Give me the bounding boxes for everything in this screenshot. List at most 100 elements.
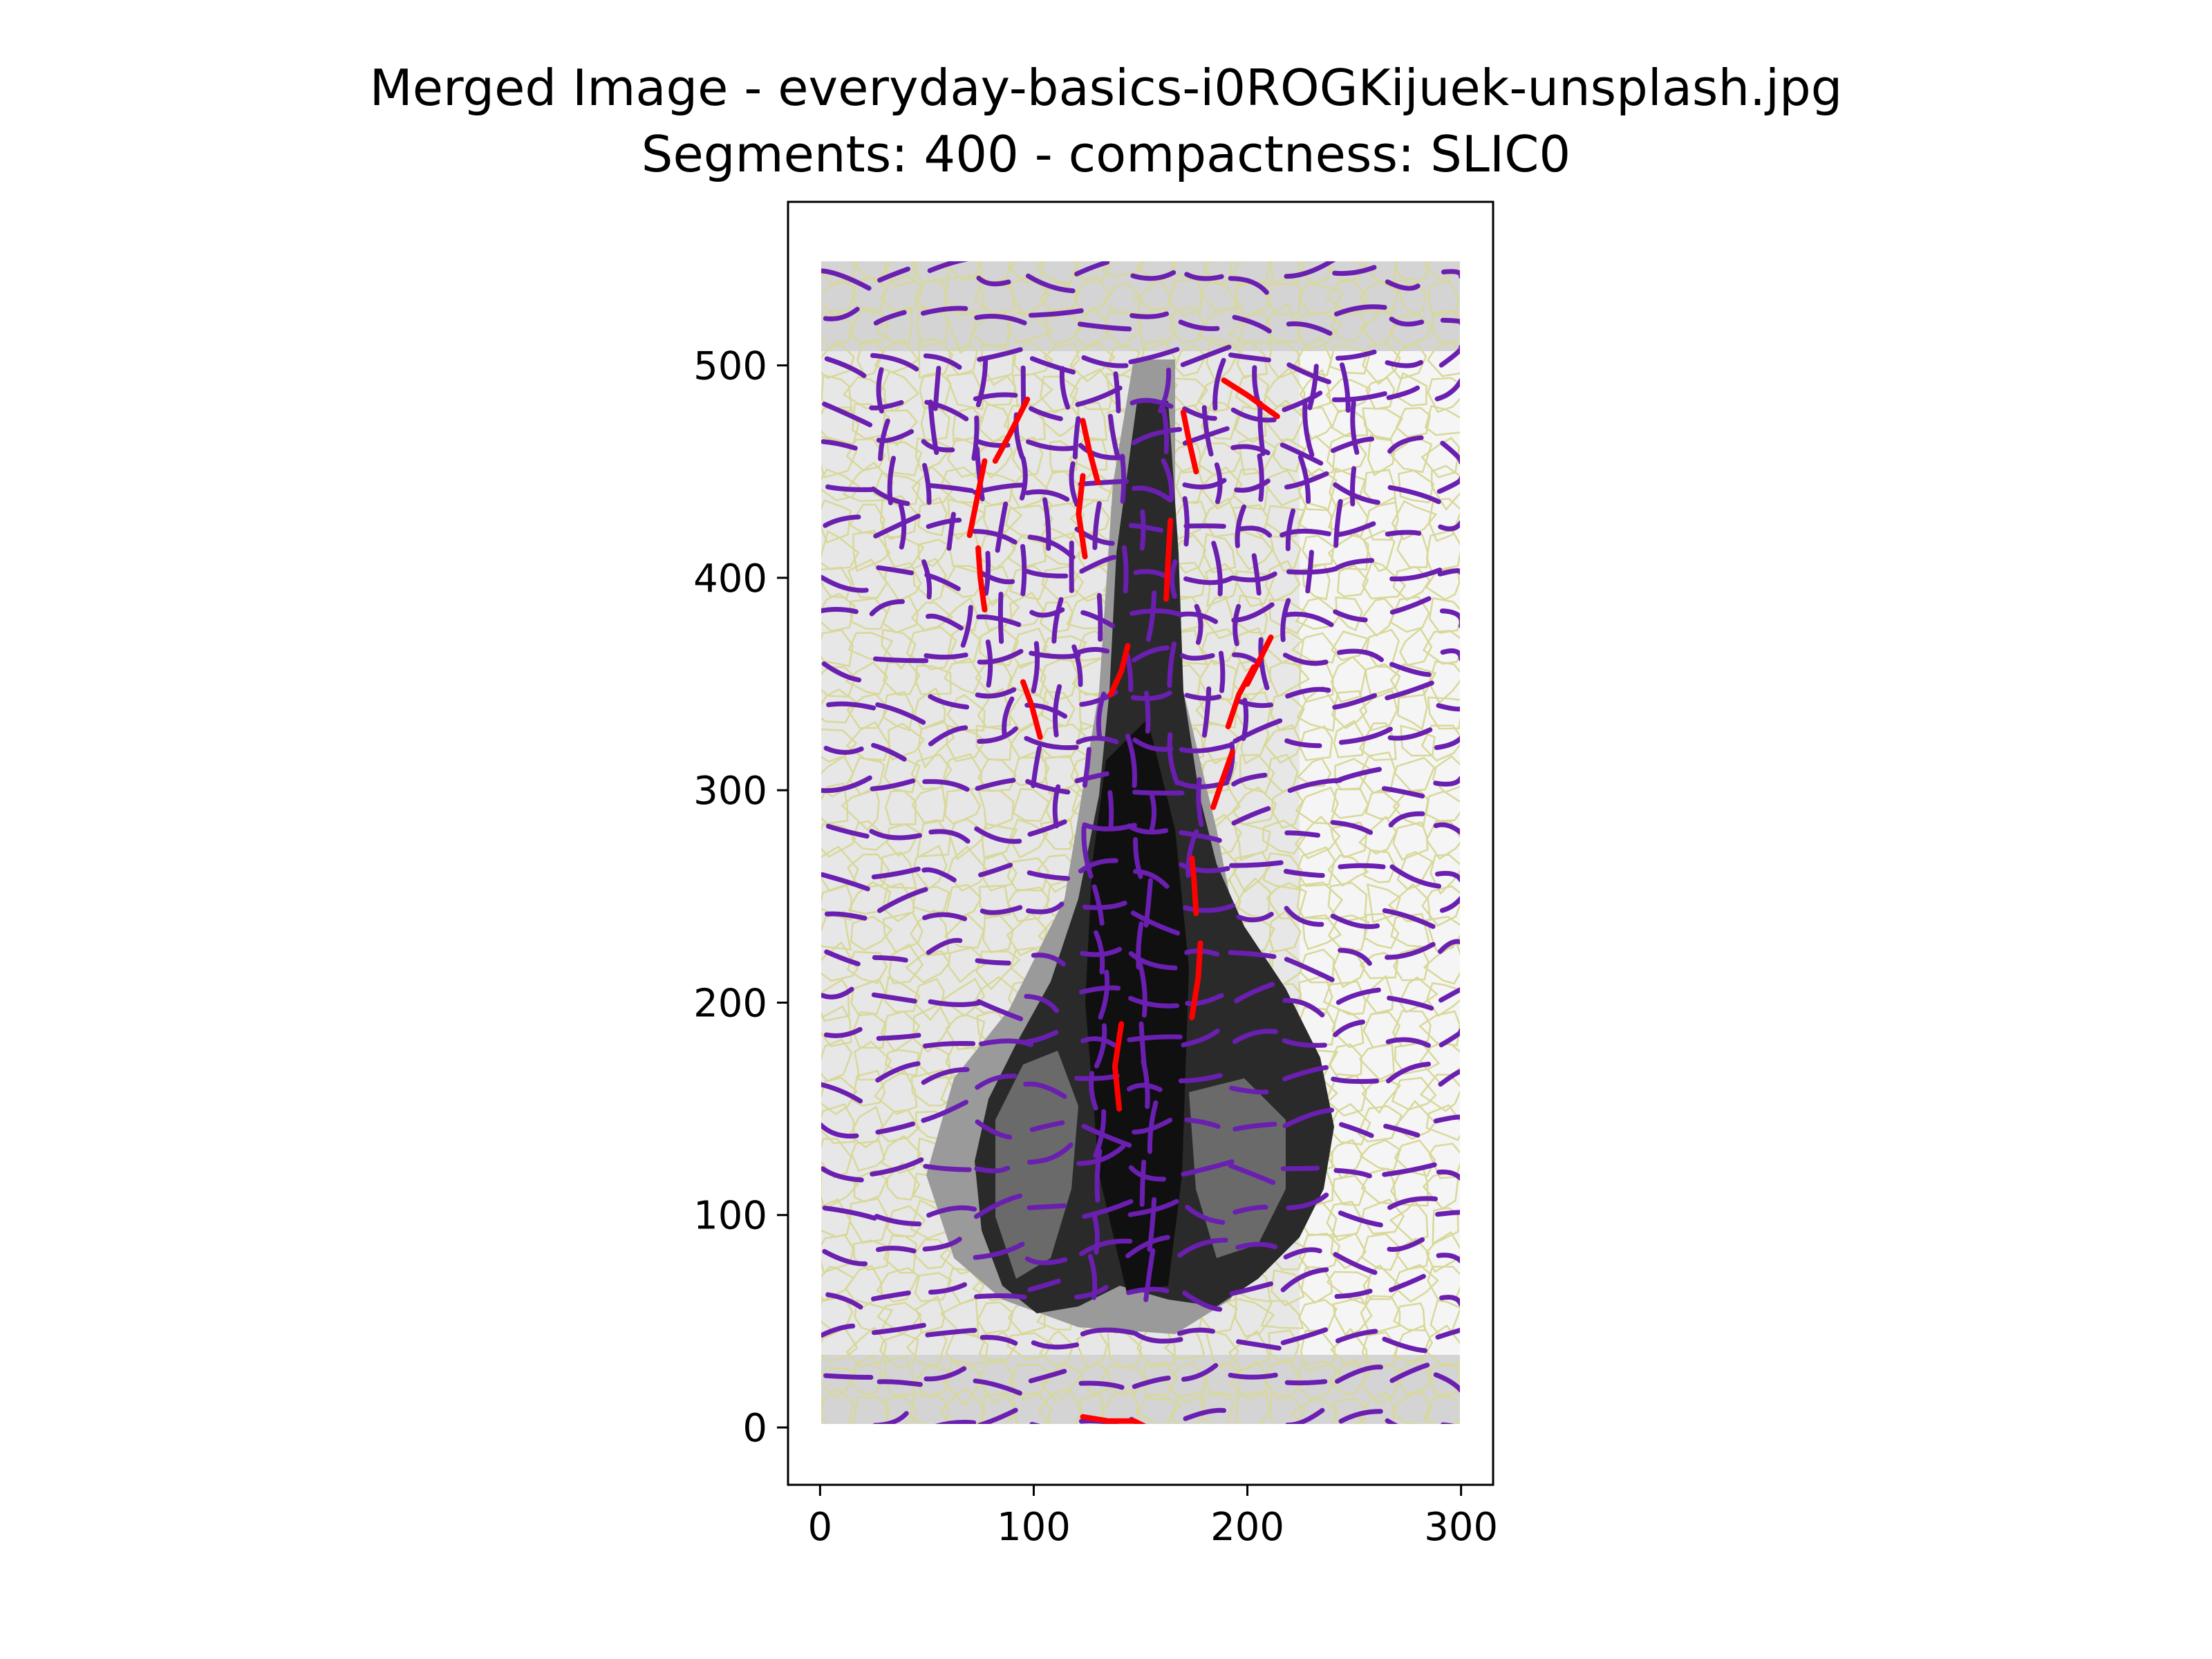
merge-line [960, 605, 973, 648]
merge-line [1389, 1362, 1430, 1383]
segment-boundary [1264, 1357, 1304, 1401]
segment-boundary [1106, 346, 1141, 378]
segment-boundary [847, 853, 890, 890]
segment-boundary [1391, 1010, 1432, 1047]
merge-line [1305, 550, 1314, 594]
merge-line [1338, 727, 1393, 745]
segment-boundary [1329, 344, 1371, 375]
merge-line [1074, 261, 1110, 276]
segment-boundary [981, 1391, 1017, 1424]
highlight-line [1112, 1021, 1125, 1112]
merge-line [977, 648, 1024, 665]
merge-line [1080, 1036, 1117, 1048]
segment-boundary [1394, 261, 1430, 287]
segment-boundary [1271, 1269, 1305, 1306]
segment-boundary [1393, 1302, 1426, 1332]
segment-boundary [821, 309, 855, 349]
chart-title-line-1: Merged Image - everyday-basics-i0ROGKiju… [370, 59, 1843, 117]
merge-line [1074, 646, 1110, 656]
merge-line [1029, 356, 1076, 375]
merge-line [1170, 559, 1178, 599]
segment-boundary [912, 557, 947, 602]
merge-line [869, 599, 905, 617]
merge-line [1078, 1380, 1125, 1390]
merge-line [1121, 545, 1129, 594]
merge-line [946, 512, 956, 551]
segment-boundary [1389, 313, 1432, 348]
segment-boundary [876, 305, 913, 345]
segment-boundary [1290, 1398, 1338, 1424]
merge-line [1092, 500, 1102, 550]
merge-line [1029, 1120, 1065, 1132]
merge-line [1330, 913, 1380, 930]
segment-boundary [821, 261, 858, 285]
merge-line [977, 570, 1015, 585]
merge-line [1080, 1327, 1136, 1337]
merge-line [1285, 686, 1331, 699]
merge-line [823, 1027, 863, 1038]
merge-line [1282, 1065, 1329, 1082]
segment-boundary [1333, 720, 1367, 758]
merge-line [1082, 900, 1127, 910]
merge-line [1286, 321, 1333, 336]
merge-line [1229, 1085, 1269, 1095]
merge-line [898, 503, 907, 550]
segment-boundary [1392, 821, 1429, 861]
merge-line [1335, 987, 1381, 1005]
segment-boundary [1295, 786, 1339, 825]
merge-line [1280, 598, 1291, 642]
segment-boundary [1392, 790, 1430, 828]
merge-line [1020, 544, 1027, 597]
merge-line [1031, 1340, 1079, 1350]
segment-boundary [1426, 982, 1460, 1018]
merge-line [1184, 272, 1224, 281]
merge-line [922, 779, 970, 792]
segment-boundary [1358, 815, 1398, 855]
merge-line [1336, 648, 1384, 662]
merge-line [1280, 1165, 1320, 1172]
segment-boundary [1045, 787, 1084, 825]
merge-line [871, 1322, 926, 1335]
merge-line [1026, 901, 1065, 915]
segment-boundary [1202, 533, 1237, 574]
merge-line [1074, 1074, 1120, 1081]
merge-line [1382, 908, 1436, 929]
merge-line [1024, 1030, 1059, 1044]
merge-line [974, 314, 1027, 326]
axes-frame [787, 200, 1494, 1486]
merge-line [821, 1082, 863, 1104]
merge-line [1214, 462, 1223, 505]
segment-boundary [1103, 283, 1143, 315]
merge-line [926, 1205, 977, 1218]
merge-line [871, 866, 921, 880]
merge-line [1024, 569, 1069, 579]
segment-boundary [1328, 1358, 1368, 1396]
segment-boundary [1427, 340, 1460, 377]
merge-line [887, 456, 897, 505]
merge-line [1434, 378, 1460, 402]
segment-boundary [1421, 724, 1460, 762]
merge-line [828, 1427, 875, 1432]
merge-line [977, 347, 1023, 362]
merge-line [826, 701, 877, 711]
x-tick-label: 200 [1210, 1505, 1284, 1550]
segment-boundary [943, 1359, 982, 1407]
segment-boundary [1009, 468, 1049, 509]
merge-line [1235, 1241, 1278, 1250]
merge-line [1438, 344, 1460, 368]
merge-line [821, 439, 858, 451]
merge-line [923, 1163, 972, 1172]
merge-line [1167, 641, 1177, 688]
merge-line [1179, 653, 1215, 661]
segment-boundary [1387, 883, 1432, 922]
merge-line [1069, 461, 1080, 507]
merge-line [1389, 568, 1443, 582]
segment-boundary [917, 496, 948, 537]
merge-line [1441, 1422, 1455, 1424]
highlight-line [966, 458, 988, 538]
merge-line [1331, 1076, 1380, 1084]
merge-line [1179, 830, 1222, 843]
merge-line [1387, 435, 1424, 454]
segment-boundary [1262, 819, 1307, 855]
segment-boundary [909, 1394, 950, 1424]
